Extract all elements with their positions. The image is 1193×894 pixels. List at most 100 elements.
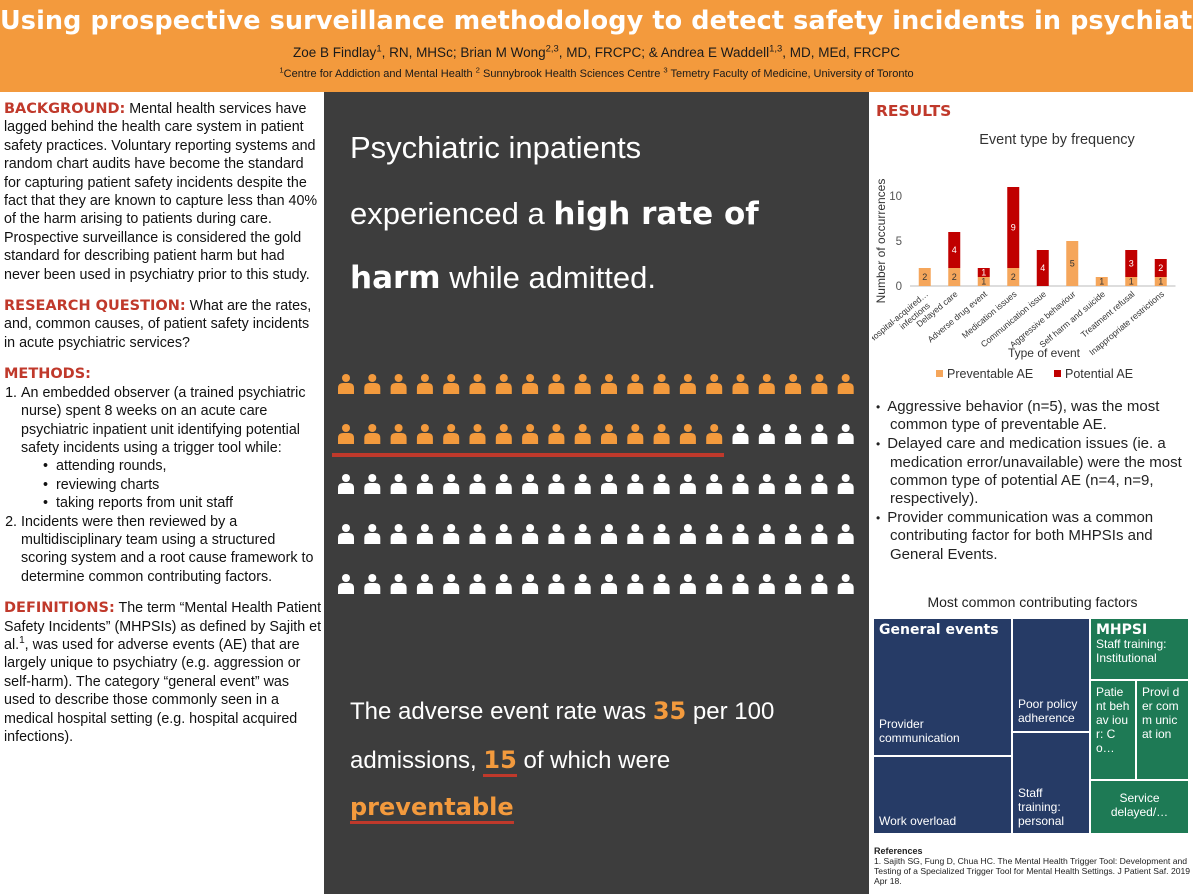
data-label: 9 bbox=[1011, 223, 1016, 233]
method-sublist: attending rounds, reviewing charts takin… bbox=[21, 457, 322, 512]
person-icon bbox=[785, 574, 802, 594]
legend-swatch bbox=[1054, 370, 1061, 377]
person-icon bbox=[390, 424, 407, 444]
person-icon bbox=[601, 574, 617, 594]
method-subitem: taking reports from unit staff bbox=[56, 494, 322, 512]
center-panel: Psychiatric inpatients experienced a hig… bbox=[324, 92, 869, 894]
chart-bar bbox=[1007, 268, 1020, 286]
person-icon bbox=[443, 374, 460, 394]
person-icon bbox=[469, 424, 486, 444]
person-icon bbox=[338, 474, 354, 494]
person-icon bbox=[785, 474, 802, 494]
data-label: 1 bbox=[981, 277, 986, 287]
treemap-general-title: General events bbox=[879, 622, 999, 638]
person-icon bbox=[416, 474, 433, 494]
person-icon bbox=[390, 574, 407, 594]
definitions-section: DEFINITIONS: The term “Mental Health Pat… bbox=[4, 599, 322, 746]
chart-bar bbox=[1154, 259, 1167, 277]
person-icon bbox=[574, 574, 591, 594]
person-icon bbox=[837, 574, 854, 594]
treemap-mhpsi-title: MHPSI bbox=[1096, 622, 1148, 638]
contributing-factors-title: Most common contributing factors bbox=[927, 594, 1138, 610]
results-bullets: Aggressive behavior (n=5), was the most … bbox=[874, 398, 1193, 565]
person-icon bbox=[679, 524, 696, 544]
contributing-factors-treemap: General events Provider communication Wo… bbox=[874, 619, 1188, 833]
person-icon bbox=[522, 474, 539, 494]
treemap-label: Staff training: Institutional bbox=[1096, 637, 1167, 665]
data-label: 1 bbox=[981, 268, 986, 278]
person-icon bbox=[469, 374, 486, 394]
definitions-text: The term “Mental Health Patient Safety I… bbox=[4, 600, 322, 653]
research-question-section: RESEARCH QUESTION: What are the rates, a… bbox=[4, 297, 322, 352]
methods-list: An embedded observer (a trained psychiat… bbox=[4, 384, 322, 586]
treemap-staff-institutional: MHPSI Staff training: Institutional bbox=[1091, 619, 1188, 679]
affil-name: Centre for Addiction and Mental Health bbox=[283, 68, 476, 80]
treemap-label: Work overload bbox=[879, 814, 957, 828]
author-sup: 1 bbox=[376, 43, 382, 55]
person-icon bbox=[732, 474, 749, 494]
person-icon bbox=[443, 524, 460, 544]
person-icon bbox=[653, 474, 670, 494]
x-axis-label: Type of event bbox=[1008, 346, 1081, 360]
chart-bar bbox=[1125, 250, 1138, 277]
chart-bar bbox=[1007, 187, 1020, 268]
chart-bar bbox=[948, 232, 961, 268]
legend-swatch bbox=[936, 370, 943, 377]
person-icon bbox=[706, 474, 723, 494]
person-icon bbox=[627, 424, 644, 444]
affil-sup: 3 bbox=[663, 65, 668, 75]
person-icon bbox=[837, 374, 854, 394]
person-icon bbox=[416, 574, 433, 594]
headline-line-2: experienced a high rate of bbox=[350, 196, 759, 232]
person-icon bbox=[364, 474, 381, 494]
y-tick-label: 10 bbox=[889, 191, 902, 203]
results-bullet: Delayed care and medication issues (ie. … bbox=[887, 435, 1193, 508]
chart-bar bbox=[1066, 241, 1079, 286]
person-icon bbox=[416, 374, 433, 394]
person-icon bbox=[574, 524, 591, 544]
treemap-service-delayed: Service delayed/… bbox=[1091, 781, 1188, 833]
data-label: 5 bbox=[1070, 259, 1075, 269]
highlight-underline bbox=[332, 453, 724, 457]
person-icon bbox=[390, 524, 407, 544]
background-label: BACKGROUND: bbox=[4, 101, 126, 117]
affil-name: Temetry Faculty of Medicine, University … bbox=[667, 68, 914, 80]
definitions-text: , was used for adverse events (AE) that … bbox=[4, 636, 301, 745]
references-title: References bbox=[874, 846, 923, 856]
person-icon bbox=[495, 474, 512, 494]
person-icon bbox=[364, 374, 381, 394]
data-label: 2 bbox=[922, 272, 927, 282]
treemap-provider-comm-mhpsi: Provi der comm unicat ion bbox=[1137, 681, 1188, 779]
person-icon bbox=[601, 524, 617, 544]
treemap-staff-personal: Staff training: personal bbox=[1013, 733, 1089, 833]
background-text: Mental health services have lagged behin… bbox=[4, 101, 318, 283]
person-icon bbox=[706, 574, 723, 594]
person-icon bbox=[574, 374, 591, 394]
person-icon bbox=[811, 374, 828, 394]
affil-name: Sunnybrook Health Sciences Centre bbox=[479, 68, 664, 80]
author-sup: 2,3 bbox=[545, 43, 559, 55]
person-icon bbox=[338, 424, 354, 444]
results-bullet: Aggressive behavior (n=5), was the most … bbox=[887, 398, 1193, 434]
person-icon bbox=[443, 474, 460, 494]
treemap-work-overload: Work overload bbox=[874, 757, 1011, 833]
person-icon bbox=[522, 524, 539, 544]
rate-text: The adverse event rate was bbox=[350, 698, 653, 725]
rate-line-2: admissions, 15 of which were bbox=[350, 746, 670, 777]
method-subitem: reviewing charts bbox=[56, 476, 322, 494]
treemap-label: Poor policy adherence bbox=[1018, 697, 1078, 725]
person-icon bbox=[785, 424, 802, 444]
preventable-number: 15 bbox=[483, 746, 517, 777]
person-icon bbox=[548, 574, 565, 594]
data-label: 1 bbox=[1158, 277, 1163, 287]
chart-bar bbox=[1125, 277, 1138, 286]
person-icon bbox=[679, 424, 696, 444]
method-item: Incidents were then reviewed by a multid… bbox=[21, 513, 322, 587]
person-icon bbox=[758, 524, 775, 544]
poster-title: Using prospective surveillance methodolo… bbox=[0, 6, 1193, 36]
left-column: BACKGROUND: Mental health services have … bbox=[4, 100, 322, 759]
treemap-label: Provider communication bbox=[879, 717, 960, 745]
rate-text: per 100 bbox=[686, 698, 775, 725]
author-creds: , RN, MHSc; bbox=[381, 45, 461, 60]
